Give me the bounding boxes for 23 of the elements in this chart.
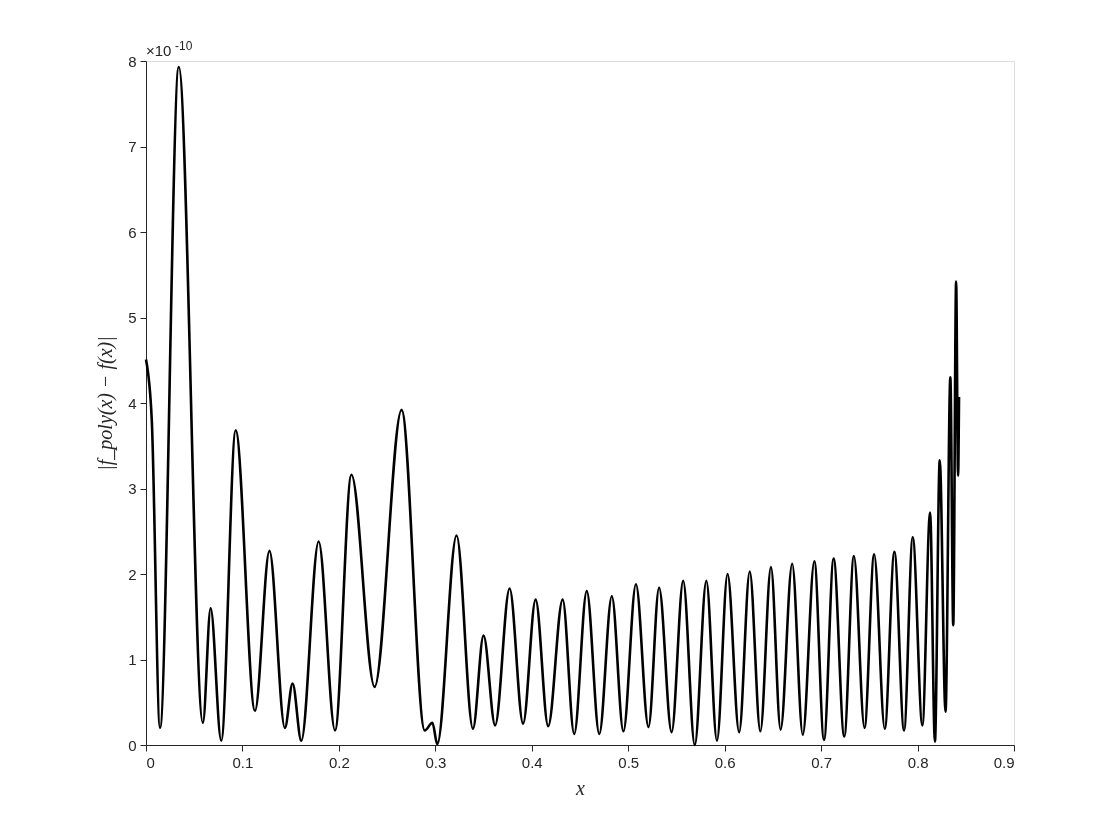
y-tick-label: 7: [128, 138, 137, 155]
x-tick-label: 0.7: [811, 753, 833, 771]
x-tick-label: 0.8: [907, 753, 929, 771]
x-tick-label: 0.1: [232, 753, 254, 771]
x-tick-label: 0.2: [328, 753, 350, 771]
y-tick-label: 0: [128, 736, 137, 754]
y-tick-label: 8: [128, 52, 137, 70]
y-tick-label: 3: [128, 480, 137, 497]
x-tick-label: 0.5: [618, 753, 640, 771]
y-tick-label: 2: [128, 565, 137, 583]
x-tick-label: 0: [146, 753, 155, 771]
y-tick-label: 5: [128, 309, 137, 326]
text: ×10-10: [146, 39, 193, 59]
y-tick-label: 4: [128, 394, 137, 412]
y-tick-label: 6: [128, 223, 137, 241]
x-tick-label: 0.3: [425, 753, 447, 771]
y-axis-title: |f_poly(x) − f(x)|: [94, 336, 118, 471]
x-tick-label: 0.6: [714, 753, 736, 771]
x-tick-label: 0.4: [521, 753, 543, 771]
line-series: [144, 65, 961, 747]
x-axis-title: x: [575, 776, 586, 799]
x-tick-label: 0.9: [993, 753, 1015, 771]
y-tick-label: 1: [128, 651, 137, 668]
